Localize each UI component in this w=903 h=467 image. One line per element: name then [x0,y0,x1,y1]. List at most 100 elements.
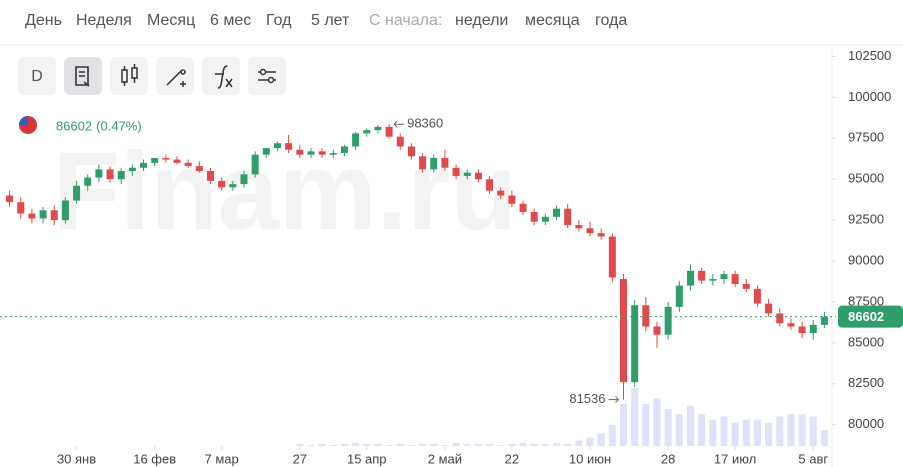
period[interactable]: Год [266,12,292,29]
volume-bar [519,442,527,446]
volume-bar [564,443,572,446]
interval[interactable]: D [31,68,43,85]
candle-body [50,210,58,221]
x-tick-label: 5 авг [798,451,828,466]
volume-bar [307,444,315,446]
volume-bar [363,443,371,446]
volume-bar [776,416,784,446]
candle-body [61,200,69,221]
x-tick-label: 16 фев [133,451,176,466]
min-label: 81536 [569,391,605,406]
x-tick-label: 30 янв [57,451,96,466]
candle-body [586,228,594,234]
x-tick-label: 7 мар [205,451,239,466]
since-period[interactable]: года [595,12,627,29]
period[interactable]: Неделя [76,12,132,29]
tool-button[interactable] [110,57,148,95]
volume-bar [597,433,605,446]
y-tick-label: 95000 [848,171,884,186]
icon [121,64,138,86]
candle-body [73,185,81,201]
candle-body [117,171,125,180]
candle-body [184,162,192,167]
since-period[interactable]: месяца [525,12,580,29]
volume-bar [765,422,773,446]
candle-body [452,167,460,176]
flag [19,116,28,125]
icon [259,68,267,76]
candle-body [620,279,627,383]
x-tick-label: 17 июл [714,451,756,466]
x-tick-label: 2 май [428,451,462,466]
candle-body [631,305,639,383]
legend-change: (0.47%) [96,118,142,133]
volume-bar [586,437,594,446]
y-tick-label: 100000 [848,89,891,104]
volume-bar [720,416,728,446]
x-tick-label: 27 [293,451,307,466]
candle-body [173,159,181,163]
volume-bar [798,414,806,446]
candle-body [28,213,36,219]
candle-body [262,148,270,155]
candle-body [39,210,47,219]
candle-body [787,323,795,327]
candle-body [497,190,505,196]
volume-bar [653,398,661,446]
volume-bar [396,443,404,446]
tool-button[interactable] [18,57,56,95]
volume-bar [675,414,683,446]
volume-bar [352,442,360,446]
icon [166,69,186,87]
candle-body [709,279,717,281]
volume-bar [686,405,694,446]
candle-body [363,130,371,134]
candle-body [564,208,572,226]
candle-body [530,211,538,222]
period[interactable]: 6 мес [210,12,251,29]
candle-body [519,203,527,212]
candle-body [753,288,761,304]
candle-body [597,233,605,237]
candle-body [374,126,382,131]
candle-body [218,180,226,188]
candle-body [162,157,170,160]
candle-body [731,274,739,284]
period[interactable]: 5 лет [311,12,350,29]
min-arrow [608,396,619,403]
candle-body [809,324,817,334]
y-tick-label: 92500 [848,212,884,227]
candle-body [329,153,337,155]
volume-bar [742,419,750,446]
period[interactable]: Месяц [147,12,195,29]
y-tick-label: 87500 [848,293,884,308]
volume-bar [608,424,616,446]
volume-bar [340,443,348,446]
volume-bar [497,444,505,446]
candle-body [285,143,293,150]
icon [215,65,233,89]
since-period[interactable]: недели [455,12,508,29]
candle-body [396,136,404,147]
candle-body [273,143,281,149]
candle-body [541,216,549,222]
volume-bar [441,444,449,446]
y-tick-label: 80000 [848,416,884,431]
volume-bar [407,444,415,446]
last-price-tag [838,305,903,328]
max-arrow [393,120,405,128]
volume-bar [530,443,538,446]
volume-bar [631,388,639,446]
volume-bar [318,443,326,446]
volume-bar [575,440,583,446]
candle-body [318,151,326,155]
period[interactable]: День [25,12,62,29]
tools: D [18,57,286,134]
y-tick-label: 97500 [848,130,884,145]
candle-body [720,274,728,280]
tool-button[interactable] [202,57,240,95]
tool-button[interactable] [248,57,286,95]
candle-body [140,162,148,168]
volume-bar [452,442,460,446]
candle-body [642,305,650,327]
